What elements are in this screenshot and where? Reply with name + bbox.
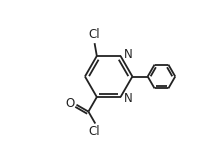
Text: O: O xyxy=(66,97,75,110)
Text: N: N xyxy=(124,48,133,61)
Text: N: N xyxy=(124,92,133,105)
Text: Cl: Cl xyxy=(89,28,100,41)
Text: Cl: Cl xyxy=(89,125,100,138)
